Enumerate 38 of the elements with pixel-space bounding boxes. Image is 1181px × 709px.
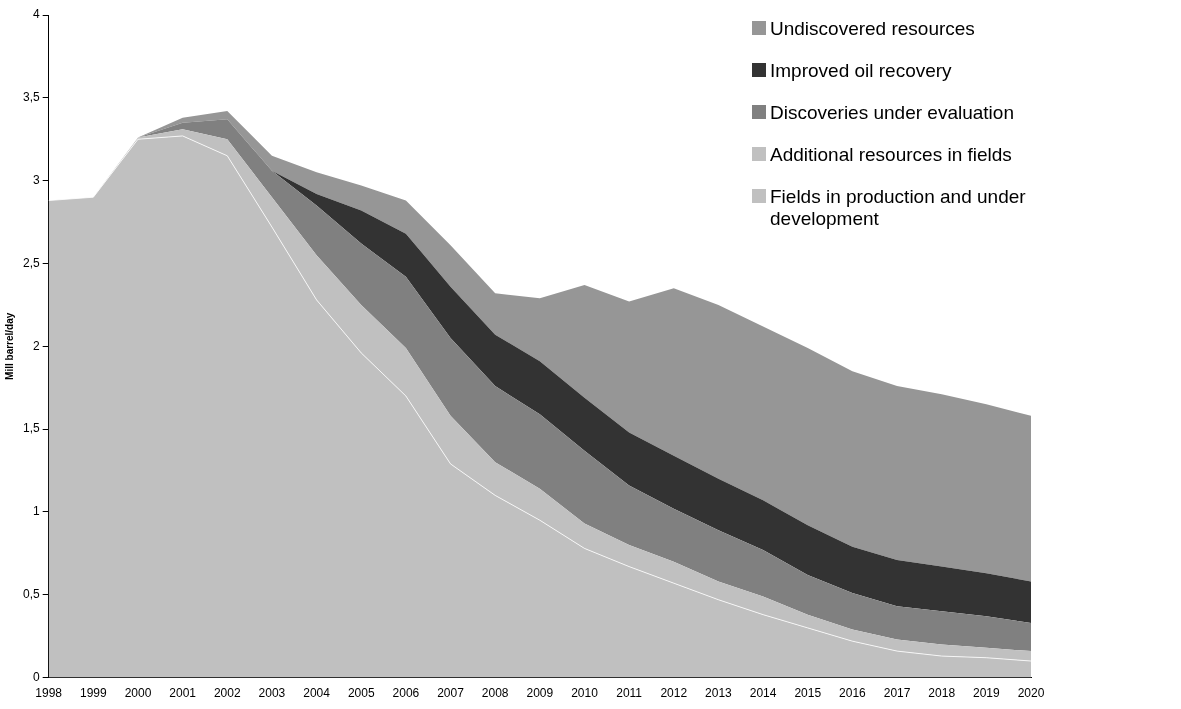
x-tick-label: 2002 [213,686,241,701]
x-tick-label: 2016 [839,686,867,701]
x-tick-label: 2007 [437,686,465,701]
x-tick-label: 2015 [794,686,822,701]
x-tick-label: 2001 [169,686,197,701]
x-tick-label: 2012 [660,686,688,701]
x-tick-label: 2000 [124,686,152,701]
x-tick-label: 2008 [481,686,509,701]
x-tick-label: 2009 [526,686,554,701]
x-tick-label: 2004 [303,686,331,701]
y-tick-label: 4 [32,7,40,22]
legend-label: Discoveries under evaluation [770,102,1014,124]
x-tick-label: 2006 [392,686,420,701]
legend-label: Additional resources in fields [770,144,1012,166]
x-tick-label: 1999 [79,686,107,701]
legend-label: Improved oil recovery [770,60,952,82]
y-tick-label: 3,5 [22,90,40,105]
y-tick-label: 0 [32,669,40,684]
x-tick-label: 2010 [571,686,599,701]
x-tick-label: 2014 [749,686,777,701]
x-tick-label: 2013 [705,686,733,701]
y-tick-label: 1,5 [22,421,40,436]
legend-label: Fields in production and under development [770,186,1027,230]
x-tick-label: 2003 [258,686,286,701]
x-tick-label: 2018 [928,686,956,701]
x-tick-label: 1998 [35,686,63,701]
y-tick-label: 2 [32,338,40,353]
legend-label: Undiscovered resources [770,18,975,40]
x-tick-label: 2011 [616,686,643,701]
y-tick-label: 1 [32,504,40,519]
y-tick-label: 3 [32,172,40,187]
x-tick-label: 2017 [883,686,911,701]
x-tick-label: 2019 [973,686,1001,701]
x-tick-label: 2005 [347,686,375,701]
y-tick-label: 0,5 [22,587,40,602]
x-tick-label: 2020 [1017,686,1045,701]
y-tick-label: 2,5 [22,255,40,270]
y-axis-title: Mill barrel/day [3,312,15,380]
